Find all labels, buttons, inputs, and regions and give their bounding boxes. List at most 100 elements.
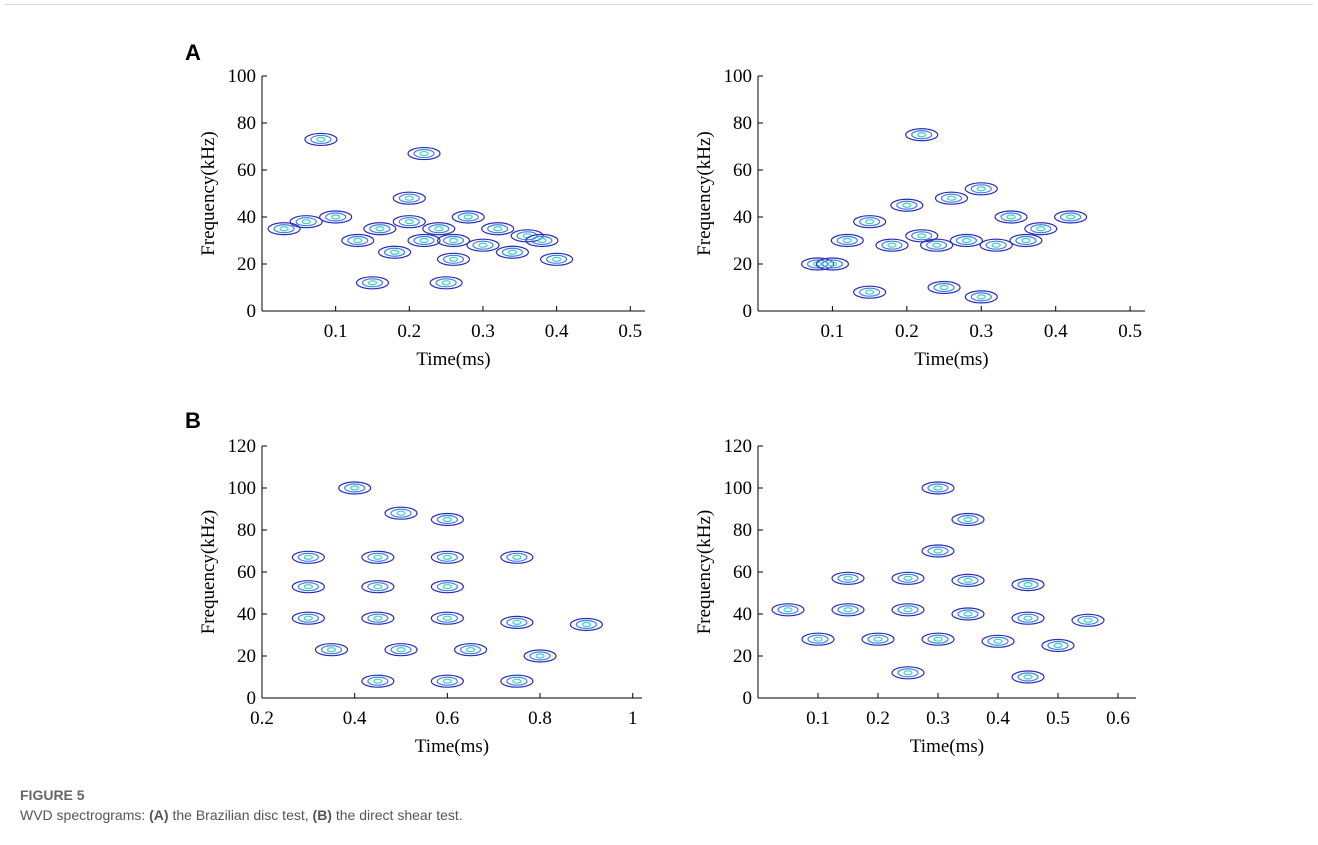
contour-ring	[501, 247, 524, 257]
contour-ring	[459, 645, 482, 655]
contour-ring	[430, 580, 464, 594]
contour-ring	[525, 233, 559, 248]
contour-ring	[531, 235, 553, 246]
contour-ring	[837, 605, 859, 615]
contour-ring	[1053, 210, 1088, 224]
contour-ring	[837, 573, 859, 583]
contour-ring	[310, 134, 332, 145]
x-tick-label: 0.1	[324, 321, 348, 342]
contour-ring	[436, 676, 458, 686]
contour-ring	[963, 516, 973, 523]
contour-ring	[506, 617, 528, 628]
x-tick-label: 0.2	[397, 321, 421, 342]
x-tick-label: 0.5	[1046, 708, 1070, 729]
contour-ring	[1000, 212, 1022, 222]
contour-ring	[451, 210, 485, 224]
contour-ring	[478, 242, 488, 248]
contour-ring	[891, 666, 925, 680]
contour-ring	[887, 242, 897, 248]
figure-number: FIGURE 5	[20, 787, 85, 803]
contour-ring	[523, 649, 557, 663]
contour-ring	[428, 224, 450, 234]
contour-ring	[917, 233, 927, 239]
contour-ring	[535, 653, 545, 659]
contour-ring	[367, 552, 389, 562]
contour-ring	[367, 582, 389, 592]
contour-ring	[1041, 638, 1075, 653]
contour-ring	[957, 609, 979, 619]
contour-ring	[442, 554, 452, 560]
contour-ring	[295, 217, 317, 227]
contour-ring	[783, 607, 793, 613]
contour-ring	[836, 235, 858, 246]
contour-ring	[897, 573, 919, 583]
contour-ring	[1047, 640, 1069, 651]
contour-ring	[373, 554, 383, 560]
contour-ring	[842, 237, 852, 244]
y-tick-label: 60	[237, 160, 256, 181]
contour-ring	[933, 636, 943, 642]
contour-ring	[314, 643, 349, 657]
contour-ring	[957, 514, 979, 525]
contour-ring	[448, 237, 459, 244]
contour-ring	[430, 550, 464, 564]
contour-ring	[964, 290, 998, 304]
contour-ring	[897, 605, 919, 615]
contour-ring	[392, 191, 426, 205]
contour-ring	[373, 678, 383, 684]
contour-ring	[1024, 222, 1058, 236]
contour-ring	[920, 238, 954, 252]
contour-ring	[963, 577, 973, 584]
contour-ring	[926, 240, 948, 250]
contour-ring	[853, 285, 887, 299]
contour-ring	[512, 619, 522, 626]
contour-ring	[815, 257, 850, 271]
contour-ring	[1053, 642, 1063, 649]
contour-ring	[961, 237, 971, 244]
contour-ring	[404, 195, 414, 201]
contour-ring	[442, 678, 452, 684]
contour-ring	[994, 210, 1028, 224]
contour-ring	[404, 219, 414, 225]
y-tick-label: 80	[733, 113, 752, 134]
panel-label: B	[185, 408, 201, 433]
contour-ring	[1006, 214, 1016, 220]
contour-ring	[495, 245, 530, 259]
contour-ring	[777, 605, 799, 615]
contour-ring	[347, 235, 369, 246]
x-axis-label: Time(ms)	[416, 349, 490, 370]
contour-ring	[506, 552, 528, 562]
contour-ring	[389, 249, 400, 255]
contour-ring	[970, 184, 992, 194]
contour-ring	[891, 571, 925, 585]
contour-ring	[934, 191, 969, 205]
contour-ring	[320, 645, 343, 655]
contour-ring	[384, 643, 418, 657]
contour-ring	[933, 548, 943, 554]
contour-ring	[413, 235, 435, 246]
contour-ring	[800, 257, 835, 271]
contour-ring	[1017, 613, 1039, 623]
y-tick-label: 40	[237, 604, 256, 625]
y-tick-label: 20	[237, 646, 256, 667]
contour-ring	[903, 575, 913, 581]
y-tick-label: 40	[733, 207, 752, 228]
contour-ring	[325, 212, 347, 222]
contour-ring	[902, 202, 912, 208]
contour-ring	[911, 130, 933, 140]
contour-ring	[463, 214, 473, 220]
contour-ring	[905, 128, 939, 142]
x-tick-label: 0.5	[1118, 321, 1142, 342]
contour-ring	[1023, 581, 1033, 588]
x-tick-label: 0.2	[250, 708, 274, 729]
contour-ring	[575, 619, 597, 630]
contour-ring	[303, 584, 313, 590]
contour-ring	[529, 651, 551, 661]
x-axis-label: Time(ms)	[910, 736, 984, 757]
contour-ring	[830, 233, 864, 248]
contour-ring	[481, 222, 515, 236]
contour-ring	[407, 233, 441, 248]
contour-ring	[392, 215, 426, 229]
contour-ring	[933, 485, 943, 491]
